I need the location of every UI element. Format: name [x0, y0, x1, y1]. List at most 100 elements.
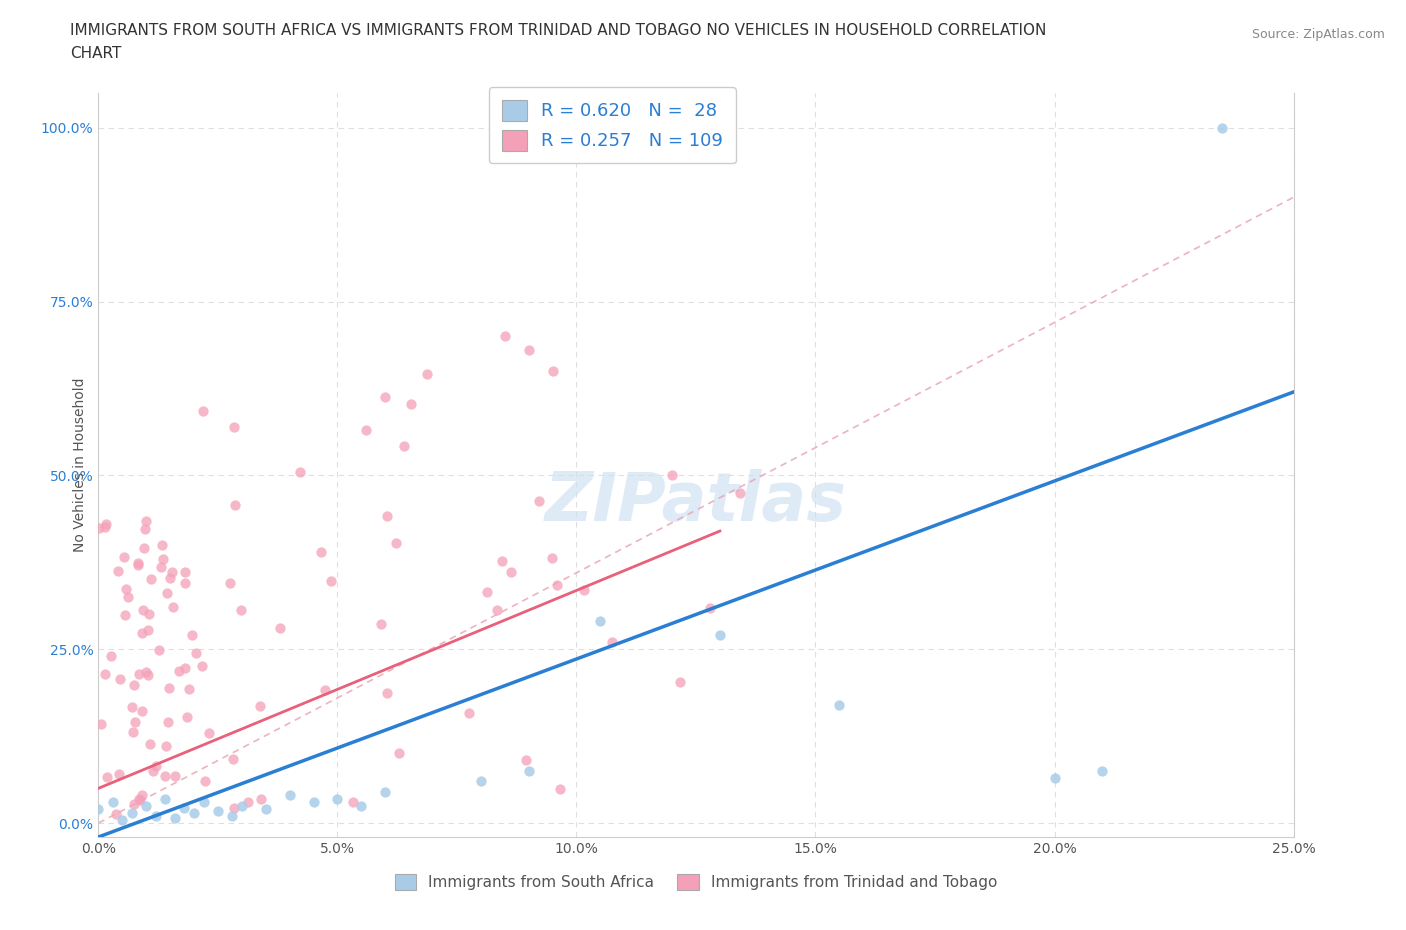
Point: [135, 513, 157, 528]
Point: [314, 683, 336, 698]
Point: [401, 396, 423, 411]
Point: [160, 565, 183, 579]
Point: [173, 801, 195, 816]
Point: [122, 796, 145, 811]
Point: [515, 752, 537, 767]
Point: [176, 710, 198, 724]
Point: [124, 714, 146, 729]
Point: [191, 659, 214, 674]
Point: [385, 536, 408, 551]
Point: [159, 571, 181, 586]
Point: [373, 390, 395, 405]
Point: [127, 555, 149, 570]
Point: [174, 660, 197, 675]
Point: [142, 764, 165, 778]
Text: CHART: CHART: [70, 46, 122, 61]
Point: [548, 781, 571, 796]
Text: Source: ZipAtlas.com: Source: ZipAtlas.com: [1251, 28, 1385, 41]
Point: [730, 485, 752, 500]
Point: [546, 578, 568, 592]
Point: [107, 564, 129, 578]
Point: [250, 791, 273, 806]
Point: [416, 367, 439, 382]
Point: [699, 600, 721, 615]
Point: [457, 706, 479, 721]
Point: [183, 805, 205, 820]
Point: [288, 465, 311, 480]
Point: [112, 549, 135, 564]
Point: [370, 617, 392, 631]
Point: [155, 791, 177, 806]
Point: [354, 423, 377, 438]
Point: [475, 585, 498, 600]
Point: [184, 646, 207, 661]
Point: [224, 801, 246, 816]
Point: [326, 791, 349, 806]
Point: [132, 540, 155, 555]
Point: [156, 586, 179, 601]
Point: [231, 603, 253, 618]
Point: [139, 737, 162, 751]
Point: [128, 791, 150, 806]
Point: [101, 795, 124, 810]
Point: [342, 794, 364, 809]
Point: [156, 714, 179, 729]
Point: [111, 812, 134, 827]
Point: [145, 809, 167, 824]
Point: [193, 795, 215, 810]
Point: [198, 725, 221, 740]
Point: [541, 364, 564, 379]
Point: [121, 699, 143, 714]
Point: [114, 607, 136, 622]
Point: [135, 664, 157, 679]
Point: [134, 522, 156, 537]
Point: [1043, 770, 1066, 785]
Point: [374, 784, 396, 799]
Point: [100, 649, 122, 664]
Point: [174, 565, 197, 580]
Point: [115, 582, 138, 597]
Point: [132, 603, 155, 618]
Point: [181, 628, 204, 643]
Point: [224, 498, 246, 512]
Point: [486, 603, 509, 618]
Point: [90, 717, 112, 732]
Point: [517, 764, 540, 778]
Point: [278, 788, 301, 803]
Point: [231, 798, 253, 813]
Point: [254, 802, 277, 817]
Point: [150, 538, 173, 552]
Point: [470, 774, 492, 789]
Point: [127, 557, 149, 572]
Point: [108, 767, 131, 782]
Point: [668, 674, 690, 689]
Point: [302, 795, 325, 810]
Point: [540, 551, 562, 565]
Point: [87, 802, 110, 817]
Point: [709, 628, 731, 643]
Point: [121, 805, 143, 820]
Point: [392, 438, 415, 453]
Point: [128, 667, 150, 682]
Point: [139, 572, 162, 587]
Point: [311, 545, 333, 560]
Point: [222, 752, 245, 767]
Point: [94, 516, 117, 531]
Point: [117, 590, 139, 604]
Point: [163, 810, 186, 825]
Point: [145, 758, 167, 773]
Point: [321, 574, 343, 589]
Point: [138, 668, 160, 683]
Point: [148, 643, 170, 658]
Point: [155, 738, 177, 753]
Point: [131, 788, 153, 803]
Point: [600, 634, 623, 649]
Point: [157, 680, 180, 695]
Point: [135, 798, 157, 813]
Point: [122, 678, 145, 693]
Point: [1091, 764, 1114, 778]
Point: [249, 698, 271, 713]
Point: [828, 698, 851, 712]
Point: [93, 667, 115, 682]
Point: [224, 420, 246, 435]
